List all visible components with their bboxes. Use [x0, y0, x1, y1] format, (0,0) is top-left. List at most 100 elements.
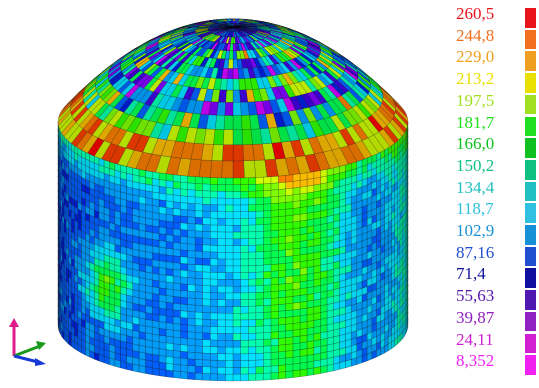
shell-element [306, 184, 315, 194]
shell-element [180, 256, 188, 265]
shell-element [232, 313, 241, 321]
shell-element [299, 274, 308, 283]
shell-element [225, 279, 234, 287]
shell-element [209, 359, 218, 368]
shell-element [158, 368, 167, 377]
shell-element [225, 285, 234, 294]
shell-element [232, 353, 241, 361]
shell-element [217, 360, 226, 368]
shell-element [320, 365, 328, 374]
shell-element [225, 218, 234, 226]
shell-element [217, 251, 226, 260]
shell-element [165, 261, 174, 270]
shell-element [172, 370, 181, 379]
shell-element [240, 333, 249, 341]
shell-element [180, 337, 188, 346]
shell-element [248, 292, 257, 300]
shell-element [158, 192, 167, 202]
shell-element [306, 333, 315, 343]
shell-element [232, 238, 241, 246]
shell-element [180, 344, 188, 353]
shell-element [255, 183, 264, 192]
shell-element [180, 242, 188, 251]
shell-element [285, 350, 294, 359]
shell-element [263, 304, 272, 313]
shell-element [202, 339, 211, 347]
shell-element [306, 245, 315, 255]
shell-element [180, 175, 188, 184]
shell-element [255, 352, 264, 361]
shell-element [292, 180, 301, 189]
shell-element [165, 200, 174, 209]
shell-element [255, 190, 264, 199]
shell-element [292, 254, 301, 263]
shell-element [187, 324, 196, 333]
shell-element [232, 218, 241, 226]
shell-element [172, 201, 181, 210]
shell-element [172, 269, 181, 278]
shell-element [151, 367, 160, 377]
shell-element [180, 324, 188, 332]
shell-element [292, 281, 301, 290]
shell-element [202, 183, 211, 192]
shell-element [232, 279, 241, 287]
shell-element [299, 267, 308, 276]
shell-element [158, 246, 167, 256]
shell-element [172, 275, 181, 284]
shell-element [270, 189, 279, 198]
shell-element [194, 372, 203, 381]
shell-element [145, 210, 153, 220]
shell-element [285, 343, 294, 352]
shell-element [278, 256, 286, 265]
shell-element [217, 258, 226, 267]
shell-element [285, 330, 294, 339]
shell-element [217, 184, 226, 192]
axis-x-line [13, 344, 41, 358]
shell-element [202, 332, 211, 341]
shell-element [232, 340, 241, 348]
shell-element [202, 258, 211, 266]
shell-element [114, 359, 121, 369]
shell-element [240, 279, 249, 287]
shell-element [270, 284, 279, 292]
shell-element [313, 271, 321, 281]
shell-element [151, 252, 160, 261]
shell-element [180, 249, 188, 258]
shell-element [285, 194, 294, 203]
shell-element [255, 264, 264, 273]
shell-element [240, 306, 249, 314]
shell-element [313, 366, 321, 375]
shell-element [180, 351, 188, 360]
shell-element [225, 340, 234, 348]
shell-element [194, 298, 203, 306]
shell-element [232, 326, 241, 334]
shell-element [202, 264, 211, 273]
shell-element [202, 325, 211, 334]
shell-element [270, 338, 279, 347]
shell-element [270, 311, 279, 320]
shell-element [240, 360, 249, 368]
roof-element [221, 160, 234, 179]
shell-element [145, 332, 153, 342]
shell-element [120, 360, 127, 370]
shell-element [240, 197, 249, 206]
shell-element [151, 354, 160, 363]
shell-element [202, 197, 211, 205]
shell-element [165, 227, 174, 236]
shell-element [255, 251, 264, 259]
shell-element [165, 180, 174, 189]
shell-element [292, 200, 301, 209]
shell-element [270, 277, 279, 286]
shell-element [194, 264, 203, 273]
shell-element [248, 238, 257, 246]
shell-element [187, 257, 196, 265]
shell-element [240, 319, 249, 328]
shell-element [209, 190, 218, 199]
shell-element [263, 298, 272, 306]
shell-element [285, 302, 294, 311]
shell-element [285, 316, 294, 325]
shell-element [255, 231, 264, 239]
shell-element [306, 340, 315, 349]
